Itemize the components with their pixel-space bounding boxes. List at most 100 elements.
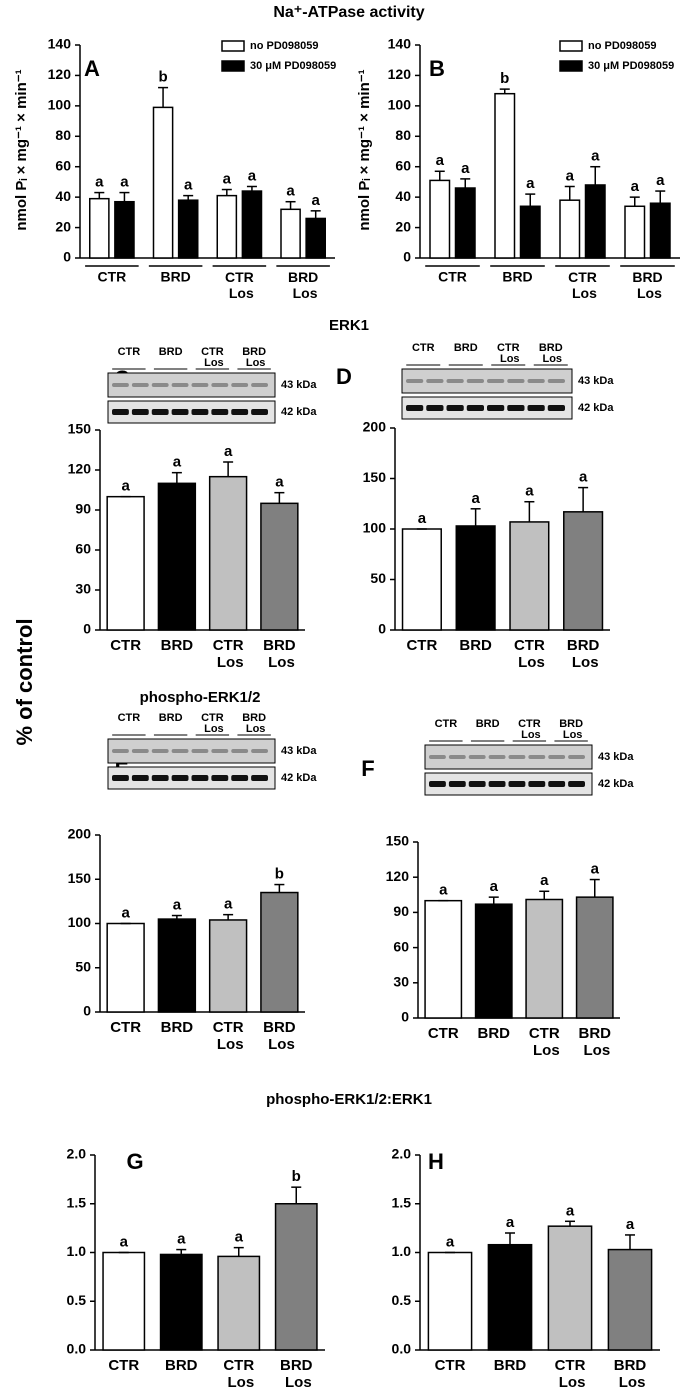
bar (216, 194, 238, 259)
y-tick-label: 140 (388, 36, 412, 52)
error-bar (499, 88, 510, 94)
bar (559, 199, 581, 259)
legend-swatch (559, 40, 583, 52)
significance-letter: a (121, 478, 130, 495)
error-bar (488, 896, 499, 905)
blot-band (547, 405, 565, 411)
blot-lane-label: BRD (159, 346, 183, 358)
blot-band (191, 409, 209, 415)
blot-band (231, 383, 249, 387)
blot-band (508, 755, 526, 759)
significance-letter: a (173, 897, 182, 914)
significance-letter: a (184, 177, 193, 194)
error-bar (119, 191, 130, 202)
y-tick-label: 0 (401, 1009, 409, 1025)
blot-band (251, 383, 268, 387)
blot-lane-label: BRD (454, 342, 478, 354)
blot-band (426, 379, 444, 383)
y-tick-label: 120 (388, 66, 412, 82)
blot-band (171, 383, 189, 387)
blot-lane-label: CTR Los (497, 342, 520, 365)
blot-band (528, 755, 546, 759)
y-tick-label: 1.0 (392, 1243, 412, 1259)
significance-letter: a (506, 1214, 515, 1231)
panel-label: D (336, 364, 352, 389)
y-tick-label: 100 (48, 97, 72, 113)
y-tick-label: 1.5 (67, 1194, 87, 1210)
x-tick-label: BRD (160, 269, 190, 285)
error-bar (171, 471, 182, 484)
blot-band (112, 383, 129, 387)
y-tick-label: 50 (75, 958, 91, 974)
blot-band (191, 749, 209, 753)
error-bar (274, 491, 285, 504)
significance-letter: a (591, 148, 600, 165)
y-tick-label: 80 (395, 127, 411, 143)
bar (274, 1203, 318, 1351)
error-bar (589, 878, 600, 898)
blot-band (527, 405, 545, 411)
bar (102, 1251, 146, 1351)
bar (427, 1251, 473, 1351)
error-bar (625, 1234, 635, 1250)
shared-y-label: % of control (12, 618, 37, 745)
bar (159, 1253, 203, 1351)
y-tick-label: 20 (395, 218, 411, 234)
blot-band-label: 43 kDa (281, 745, 317, 757)
bar (509, 521, 550, 631)
blot-band (171, 749, 189, 753)
blot-band (211, 775, 229, 781)
legend-swatch (559, 60, 583, 72)
y-tick-label: 0 (403, 249, 411, 265)
significance-letter: b (158, 69, 167, 86)
bar (454, 187, 476, 259)
x-tick-label: BRD Los (263, 637, 296, 671)
error-bar (310, 210, 321, 219)
y-tick-label: 0.0 (392, 1341, 412, 1357)
blot-band (406, 405, 424, 411)
y-tick-label: 90 (75, 501, 91, 517)
y-tick-label: 200 (363, 419, 387, 435)
error-bar (221, 188, 232, 196)
y-tick-label: 150 (386, 833, 410, 849)
error-bar (223, 461, 234, 477)
bar (474, 903, 513, 1019)
y-tick-label: 40 (395, 188, 411, 204)
blot-lane-label: BRD Los (559, 718, 583, 741)
error-bar (525, 193, 536, 207)
significance-letter: a (286, 183, 295, 200)
y-tick-label: 200 (68, 826, 92, 842)
y-tick-label: 0 (83, 1003, 91, 1019)
significance-letter: a (525, 483, 534, 500)
y-tick-label: 60 (395, 157, 411, 173)
y-tick-label: 90 (393, 903, 409, 919)
panel-label: B (429, 56, 445, 81)
blot-band (251, 749, 268, 753)
x-tick-label: CTR Los (223, 1357, 254, 1391)
error-bar (655, 190, 666, 204)
blot-band (112, 749, 129, 753)
blot-lane-label: BRD Los (242, 346, 266, 369)
significance-letter: a (631, 178, 640, 195)
blot-band (507, 405, 525, 411)
error-bar (94, 191, 105, 199)
y-tick-label: 0 (63, 249, 71, 265)
y-tick-label: 150 (68, 870, 92, 886)
y-axis-label: nmol Pᵢ × mg⁻¹ × min⁻¹ (356, 69, 373, 230)
error-bar (460, 178, 471, 189)
blot-band (568, 755, 585, 759)
error-bar (246, 185, 257, 192)
y-tick-label: 0.5 (67, 1292, 87, 1308)
blot-band (488, 755, 506, 759)
blot-lane-label: CTR (412, 342, 435, 354)
bar (575, 896, 614, 1019)
bar (241, 190, 263, 259)
significance-letter: a (656, 172, 665, 189)
blot-band (528, 781, 546, 787)
blot-band (527, 379, 545, 383)
section-title: phospho-ERK1/2 (140, 689, 261, 706)
legend-swatch (221, 40, 245, 52)
significance-letter: a (275, 474, 284, 491)
y-tick-label: 1.5 (392, 1194, 412, 1210)
error-bar (158, 86, 169, 108)
